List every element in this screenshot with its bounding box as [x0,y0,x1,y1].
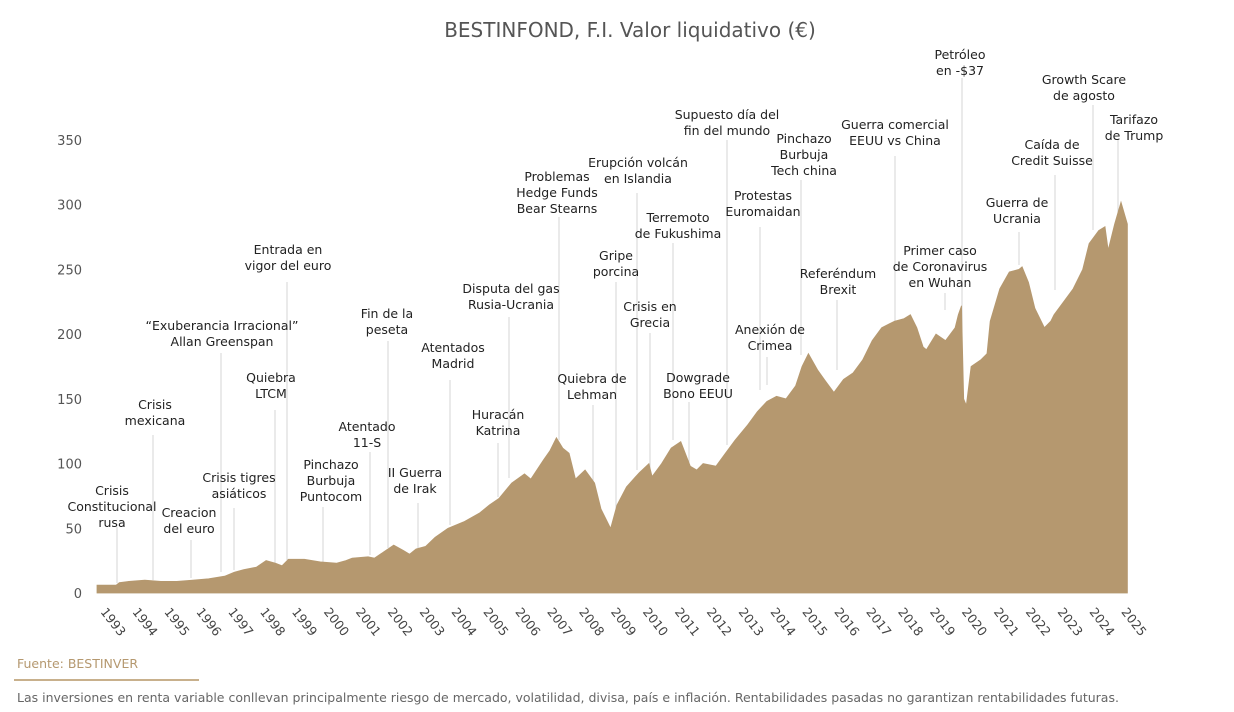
annotation-label: Protestas Euromaidan [725,188,800,219]
x-tick-label: 2018 [895,605,926,639]
x-tick-label: 2005 [480,605,511,639]
annotation-label: Problemas Hedge Funds Bear Stearns [516,169,597,216]
x-tick-label: 2022 [1023,605,1054,639]
y-tick-label: 50 [65,522,82,537]
x-tick-label: 2002 [385,605,416,639]
x-tick-label: 1994 [130,605,161,639]
x-tick-label: 2017 [863,605,894,639]
annotation-label: Pinchazo Burbuja Puntocom [300,457,362,504]
x-tick-label: 2012 [704,605,735,639]
chart-title: BESTINFOND, F.I. Valor liquidativo (€) [444,18,816,42]
x-tick-label: 1999 [289,605,320,639]
x-tick-label: 2016 [831,605,862,639]
annotation-label: Atentados Madrid [421,340,485,371]
annotation-label: Quiebra de Lehman [557,371,627,402]
x-tick-label: 2015 [799,605,830,639]
x-tick-label: 1997 [225,605,256,639]
annotation-label: Atentado 11-S [339,419,396,450]
annotation-label: Dowgrade Bono EEUU [663,370,733,401]
x-tick-label: 2007 [544,605,575,639]
x-tick-label: 1998 [257,605,288,639]
disclaimer: Las inversiones en renta variable conlle… [17,690,1119,705]
y-tick-label: 350 [57,134,82,149]
chart: Crisis Constitucional rusa Crisis mexicana Cr… [57,47,1164,639]
x-tick-label: 2011 [672,605,703,639]
annotation-label: Primer caso de Coronavirus en Wuhan [893,243,988,290]
annotation-label: Erupción volcán en Islandia [588,155,688,186]
x-tick-label: 2021 [991,605,1022,639]
annotation-label: Gripe porcina [593,248,639,279]
series-area [96,200,1128,594]
x-tick-label: 2003 [417,605,448,639]
annotation-label: “Exuberancia Irracional” Allan Greenspan [146,318,299,349]
annotation-label: Guerra comercial EEUU vs China [841,117,949,148]
x-tick-label: 2025 [1118,605,1149,639]
annotation-label: Terremoto de Fukushima [635,210,722,241]
y-tick-label: 200 [57,328,82,343]
x-tick-label: 2009 [608,605,639,639]
x-tick-label: 1993 [98,605,129,639]
annotation-label: Crisis en Grecia [623,299,676,330]
annotation-label: Fin de la peseta [361,306,413,337]
x-tick-label: 2013 [736,605,767,639]
annotation-label: Growth Scare de agosto [1042,72,1127,103]
annotation-label: Tarifazo de Trump [1105,112,1164,143]
annotation-label: Referéndum Brexit [800,266,876,297]
y-tick-label: 0 [74,587,82,602]
annotation-label: Huracán Katrina [472,407,525,438]
annotation-label: Creacion del euro [162,505,217,536]
divider [14,679,199,681]
annotation-label: Petróleo en -$37 [934,47,985,78]
annotation-label: Supuesto día del fin del mundo [675,107,780,138]
x-tick-label: 2020 [959,605,990,639]
x-tick-label: 2023 [1055,605,1086,639]
annotation-label: II Guerra de Irak [388,465,442,496]
annotation-label: Crisis mexicana [125,397,186,428]
x-tick-label: 2010 [640,605,671,639]
annotation-label: Pinchazo Burbuja Tech china [770,131,837,178]
x-tick-label: 2014 [768,605,799,639]
annotation-label: Caída de Credit Suisse [1011,137,1093,168]
annotation-label: Crisis tigres asiáticos [202,470,275,501]
y-tick-label: 100 [57,458,82,473]
x-tick-label: 2000 [321,605,352,639]
y-tick-label: 250 [57,263,82,278]
x-tick-label: 2004 [449,605,480,639]
annotation-label: Guerra de Ucrania [986,195,1049,226]
annotation-label: Disputa del gas Rusia-Ucrania [462,281,559,312]
annotation-label: Entrada en vigor del euro [245,242,332,273]
y-tick-label: 150 [57,393,82,408]
annotation-label: Anexión de Crimea [735,322,805,353]
source-label: Fuente: BESTINVER [17,656,139,671]
x-tick-label: 2008 [576,605,607,639]
annotation-label: Quiebra LTCM [246,370,296,401]
x-tick-label: 2019 [927,605,958,639]
x-tick-label: 2006 [512,605,543,639]
y-tick-label: 300 [57,199,82,214]
x-tick-label: 2024 [1087,605,1118,639]
x-tick-label: 1995 [161,605,192,639]
x-tick-label: 1996 [193,605,224,639]
x-tick-label: 2001 [353,605,384,639]
annotation-label: Crisis Constitucional rusa [67,483,156,530]
